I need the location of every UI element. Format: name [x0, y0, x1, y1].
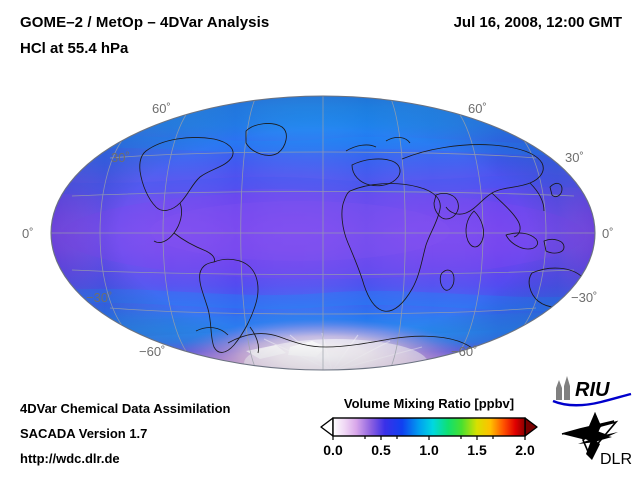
- colorbar-tick-0: 0.0: [323, 442, 343, 458]
- colorbar-ticks: [332, 436, 526, 440]
- lat-label-left-0: 0˚: [22, 226, 34, 241]
- lat-label-right-neg60: −60˚: [451, 344, 478, 359]
- colorbar-low-cap: [320, 417, 334, 437]
- dlr-wordmark: DLR: [600, 451, 632, 468]
- coastlines: [139, 123, 588, 360]
- page-subtitle: HCl at 55.4 hPa: [20, 40, 129, 57]
- map-data-layer: [51, 96, 595, 370]
- globe-outline: [50, 95, 596, 371]
- colorbar-gradient: [320, 417, 538, 440]
- map-panel: 60˚ 30˚ 0˚ −30˚ −60˚ 60˚ 30˚ 0˚ −30˚ −60…: [0, 82, 640, 382]
- colorbar-tick-1: 0.5: [371, 442, 391, 458]
- lat-label-right-neg30: −30˚: [571, 290, 598, 305]
- colorbar-tick-4: 2.0: [515, 442, 535, 458]
- colorbar-high-cap: [524, 417, 538, 437]
- colorbar-title: Volume Mixing Ratio [ppbv]: [343, 396, 515, 411]
- footer-project-label: 4DVar Chemical Data Assimilation: [20, 401, 231, 416]
- colorbar-ramp: [332, 417, 526, 437]
- mollweide-globe: [50, 95, 596, 371]
- dlr-logo: DLR: [556, 410, 632, 473]
- riu-tower-icon: [556, 376, 570, 400]
- colorbar: Volume Mixing Ratio [ppbv]: [316, 396, 542, 472]
- lat-label-right-30: 30˚: [565, 150, 584, 165]
- riu-wave-icon: [552, 392, 632, 407]
- lat-label-right-0: 0˚: [602, 226, 614, 241]
- colorbar-tick-2: 1.0: [419, 442, 439, 458]
- lat-label-left-30: 30˚: [111, 150, 130, 165]
- dlr-mark-icon: [561, 412, 619, 460]
- footer-url-link[interactable]: http://wdc.dlr.de: [20, 451, 120, 466]
- lat-label-left-60: 60˚: [152, 101, 171, 116]
- riu-logo-svg: RIU: [552, 376, 632, 407]
- graticule: [51, 96, 595, 370]
- lat-label-left-neg30: −30˚: [86, 290, 113, 305]
- page-title: GOME–2 / MetOp – 4DVar Analysis: [20, 14, 270, 31]
- riu-wordmark: RIU: [575, 379, 610, 401]
- map-svg: [50, 95, 596, 371]
- footer-version-label: SACADA Version 1.7: [20, 426, 148, 441]
- lat-label-left-neg60: −60˚: [139, 344, 166, 359]
- lat-label-right-60: 60˚: [468, 101, 487, 116]
- colorbar-tick-labels: 0.0 0.5 1.0 1.5 2.0: [316, 442, 542, 462]
- riu-logo: RIU: [551, 374, 633, 413]
- colorbar-tick-3: 1.5: [467, 442, 487, 458]
- timestamp-label: Jul 16, 2008, 12:00 GMT: [453, 14, 622, 31]
- dlr-logo-svg: DLR: [561, 412, 632, 468]
